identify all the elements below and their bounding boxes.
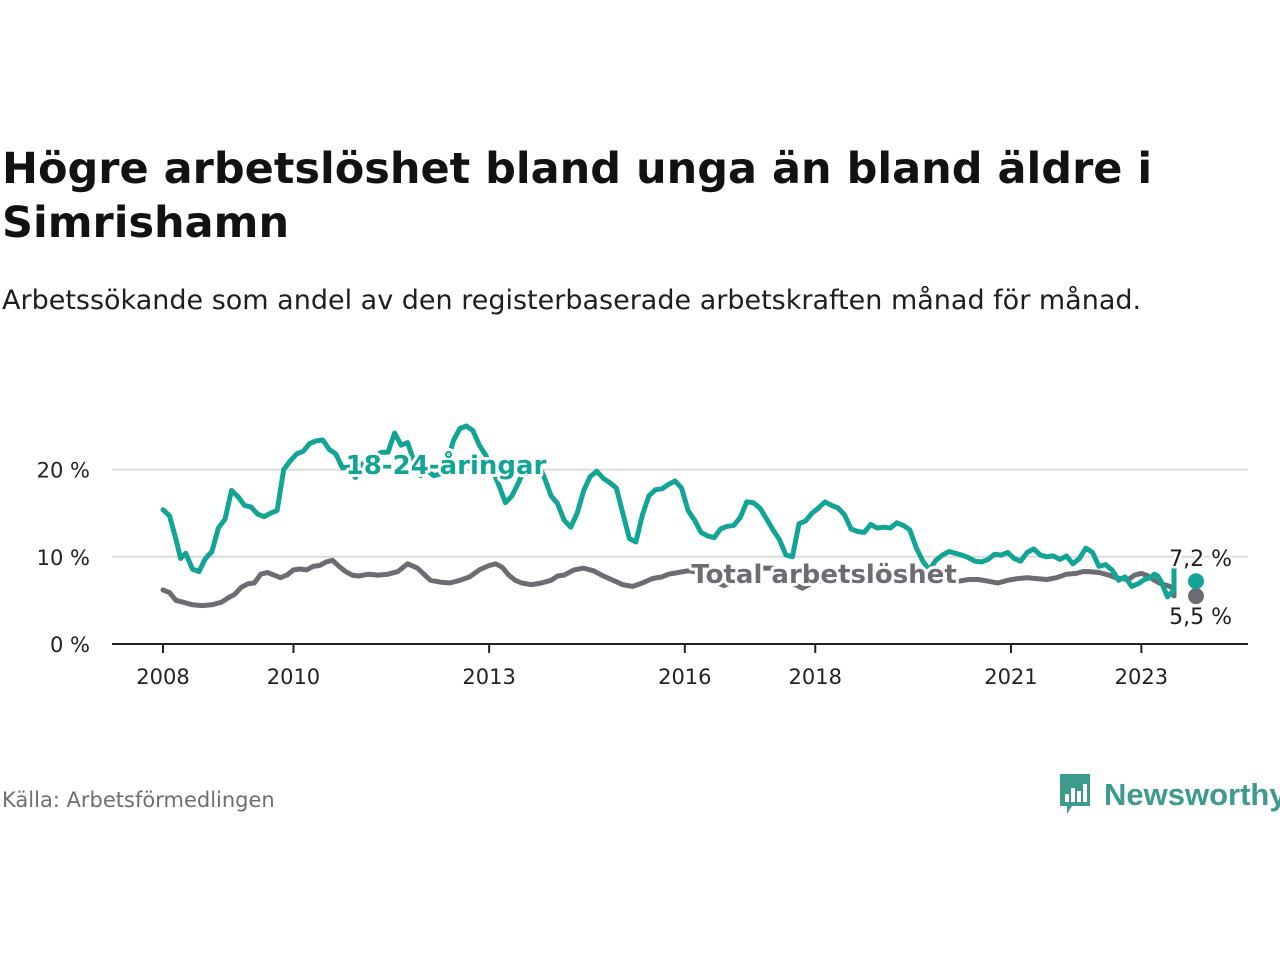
y-tick-label: 20 % [37,459,90,483]
x-tick-label: 2023 [1115,665,1168,689]
newsworthy-logo[interactable]: Newsworthy [1058,770,1280,820]
x-tick-label: 2018 [789,665,842,689]
line-chart: 0 %10 %20 %2008 2010 2013 2016 2018 2021 2023 … [37,423,1248,689]
youth-series-end-dot [1188,573,1204,590]
total-series-line [160,557,1177,609]
axis-layer: 0 % 10 % 20 % 2008 2010 2013 2016 2018 2021 2023 [37,459,1248,689]
y-tick-label: 10 % [37,546,90,570]
x-tick-label: 2008 [136,665,189,689]
total-end-value: 5,5 % [1169,605,1232,630]
series-layer [160,423,1204,609]
x-tick-label: 2013 [462,665,515,689]
youth-series-label: 18-24-åringar [346,449,547,481]
newsworthy-logo-icon [1060,774,1090,814]
x-tick-label: 2016 [658,665,711,689]
chart-subtitle: Arbetssökande som andel av den registerb… [2,285,1142,316]
youth-series-line [160,423,1177,600]
chart-title: Högre arbetslöshet bland unga än bland ä… [2,144,1153,248]
total-series-end-dot [1188,588,1204,605]
source-note: Källa: Arbetsförmedlingen [2,788,275,812]
label-layer: 18-24-åringar 7,2 % Total arbetslöshet 5,5 … [343,446,1235,633]
newsworthy-logo-text: Newsworthy [1104,777,1280,812]
youth-end-value: 7,2 % [1169,547,1232,572]
x-tick-label: 2021 [984,665,1037,689]
y-tick-label: 0 % [50,633,90,657]
total-series-label: Total arbetslöshet [691,560,956,590]
x-tick-label: 2010 [267,665,320,689]
